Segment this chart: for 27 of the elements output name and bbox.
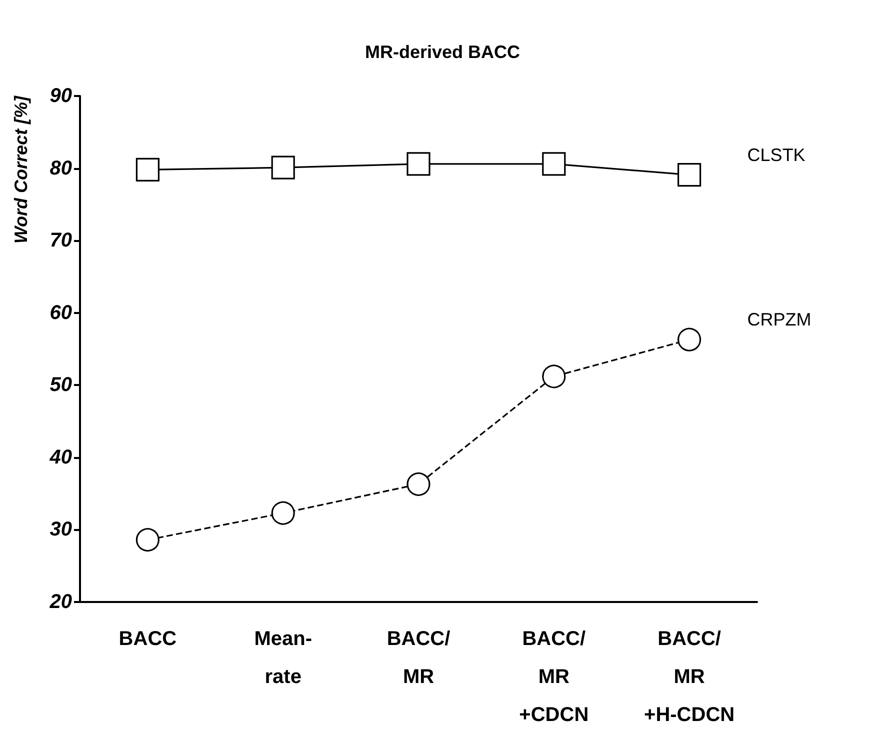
x-tick-label: BACC/ MR +H-CDCN [644,628,735,726]
y-tick-label: 30 [50,518,72,541]
y-tick-label: 70 [50,230,72,252]
point [271,501,295,525]
point [678,328,702,352]
y-tick-label: 50 [50,374,72,396]
point [136,528,160,552]
point [542,152,566,176]
point [406,472,430,496]
point [271,156,295,180]
x-tick-label: Mean- rate [254,628,312,688]
point [678,162,702,187]
y-tick-label: 80 [50,157,72,180]
y-tick-label: 60 [50,302,72,324]
point [136,158,160,182]
text: CRPZM [747,310,812,330]
point [406,152,430,176]
point [542,364,566,388]
x-tick-label: BACC/ MR [386,628,451,688]
y-tick-label: 20 [48,591,72,613]
y-tick-label: 40 [48,446,72,468]
x-tick-label: BACC [118,628,177,650]
text: CLSTK [747,144,806,165]
x-tick-label: BACC/ MR +CDCN [519,628,589,726]
y-tick-label: 90 [50,85,72,107]
chart-title: MR-derived BACC [364,42,520,62]
y-axis-title: Word Correct [%] [11,94,31,244]
